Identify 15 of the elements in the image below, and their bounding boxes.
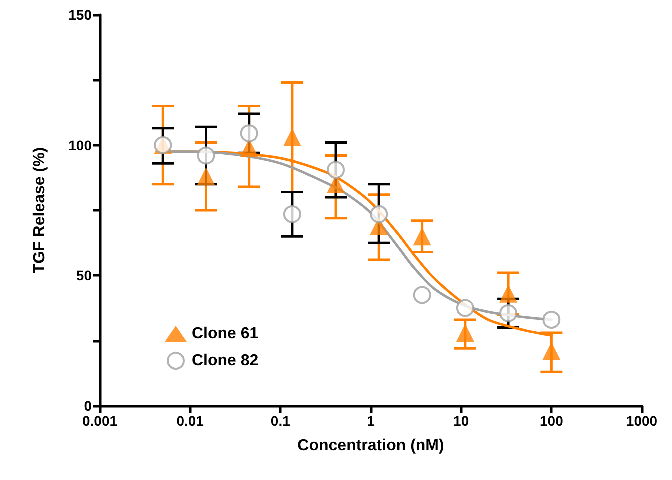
x-tick-label: 10 [454, 413, 470, 429]
y-tick-label: 0 [84, 398, 92, 414]
x-tick-label: 100 [540, 413, 564, 429]
x-tick-label: 1 [367, 413, 376, 429]
y-axis-title: TGF Release (%) [32, 147, 48, 274]
x-tick-label: 0.1 [270, 413, 291, 429]
legend-label: Clone 82 [192, 352, 259, 370]
x-tick-label: 1000 [626, 413, 658, 429]
y-tick-label: 100 [68, 137, 92, 154]
y-tick-label: 50 [76, 268, 92, 284]
x-tick-label: 0.001 [82, 413, 118, 429]
y-tick-label: 150 [68, 7, 92, 23]
x-axis-title: Concentration (nM) [298, 438, 444, 454]
legend-label: Clone 61 [192, 326, 259, 342]
x-tick-label: 0.01 [176, 413, 204, 429]
